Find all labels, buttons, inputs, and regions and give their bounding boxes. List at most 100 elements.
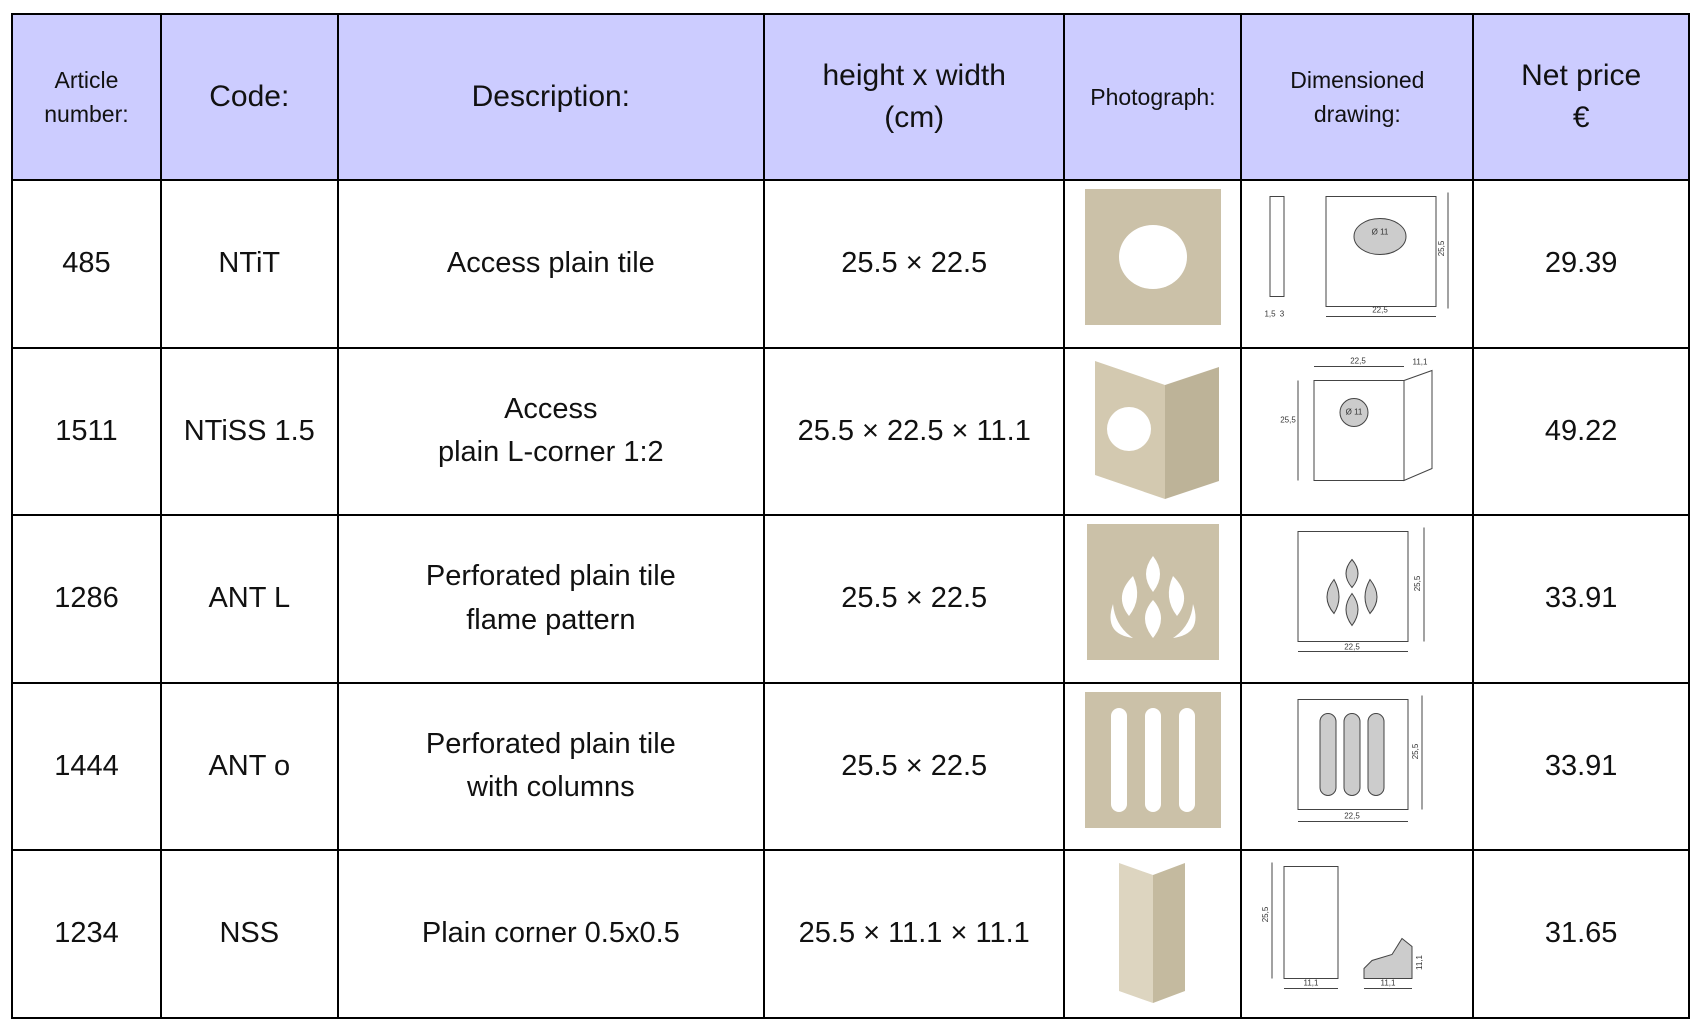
photograph: [1084, 189, 1221, 325]
dimension-label: 25,5: [1413, 575, 1422, 591]
photograph: [1094, 360, 1219, 499]
drawing-cell: 25,5 22,5: [1240, 514, 1475, 684]
perforation: [1144, 707, 1161, 812]
drawing-cell: 25,5 22,5: [1240, 681, 1475, 851]
table-body: 485 NTiT Access plain tile 25.5 × 22.5 Ø 11 2…: [11, 179, 1690, 1019]
header-cell: height x width (cm): [762, 13, 1066, 181]
dimension-label: 22,5: [1351, 356, 1367, 365]
net-price: 33.91: [1472, 681, 1690, 851]
article-number: 1511: [11, 346, 162, 516]
price-table: Article number: Code: Description: heigh…: [11, 13, 1690, 1019]
article-number: 485: [11, 179, 162, 349]
article-number: 1286: [11, 514, 162, 684]
perforation: [1345, 558, 1359, 589]
dimension-label: 25,5: [1411, 743, 1420, 759]
size: 25.5 × 11.1 × 11.1: [762, 849, 1066, 1019]
dimensioned-drawing: 25,5 22,5: [1297, 527, 1425, 652]
code: NTiSS 1.5: [159, 346, 339, 516]
code: NTiT: [159, 179, 339, 349]
perforation: [1364, 578, 1378, 615]
header-row: Article number: Code: Description: heigh…: [11, 13, 1690, 181]
article-number: 1234: [11, 849, 162, 1019]
perforation: [1343, 712, 1361, 796]
dimension-label: 22,5: [1345, 811, 1361, 820]
net-price: 31.65: [1472, 849, 1690, 1019]
hole: [1353, 218, 1407, 255]
perforation: [1110, 707, 1127, 812]
table-row: 485 NTiT Access plain tile 25.5 × 22.5 Ø 11 2…: [11, 179, 1690, 349]
dimensioned-drawing: 22,5 11,1 25,5 Ø 11: [1281, 356, 1433, 481]
net-price: 49.22: [1472, 346, 1690, 516]
dimension-label: 11,1: [1381, 979, 1397, 988]
drawing-cell: 22,5 11,1 25,5 Ø 11: [1240, 346, 1475, 516]
perforation: [1144, 600, 1161, 638]
outline: [1297, 698, 1409, 810]
photograph: [1086, 524, 1219, 660]
table-row: 1511 NTiSS 1.5 Access plain L-corner 1:2 25…: [11, 346, 1690, 516]
hole: [1118, 225, 1187, 289]
dimension-label: 3: [1280, 310, 1285, 319]
header-cell: Photograph:: [1063, 13, 1243, 181]
header-cell: Article number:: [11, 13, 162, 181]
header-text: Article number:: [44, 66, 129, 128]
perforation: [1319, 712, 1337, 796]
perforation: [1345, 592, 1359, 627]
dimensioned-drawing: Ø 11 25,5 22,5 1,5 3: [1265, 192, 1449, 319]
photograph-cell: [1063, 849, 1243, 1019]
dimension-label: 25,5: [1281, 415, 1297, 424]
dimension-label: 11,1: [1413, 357, 1429, 366]
header-cell: Description:: [336, 13, 765, 181]
perforation: [1121, 576, 1138, 616]
size: 25.5 × 22.5 × 11.1: [762, 346, 1066, 516]
description: Perforated plain tile flame pattern: [336, 514, 765, 684]
photograph-cell: [1063, 681, 1243, 851]
outline: [1403, 369, 1433, 481]
perforation: [1367, 712, 1385, 796]
dimension-label: 25,5: [1437, 240, 1446, 256]
drawing-cell: 25,5 11,1 11,1 11,1: [1240, 849, 1475, 1019]
dimensioned-drawing: 25,5 22,5: [1297, 695, 1423, 822]
dimensioned-drawing: 25,5 11,1 11,1 11,1: [1261, 862, 1424, 989]
size: 25.5 × 22.5: [762, 514, 1066, 684]
header-cell: Code:: [159, 13, 339, 181]
perforation: [1178, 707, 1195, 812]
outline: [1269, 196, 1285, 297]
table-row: 1286 ANT L Perforated plain tile flame pat…: [11, 514, 1690, 684]
hole: [1339, 397, 1369, 427]
header-cell: Dimensioned drawing:: [1240, 13, 1475, 181]
description: Perforated plain tile with columns: [336, 681, 765, 851]
description: Access plain tile: [336, 179, 765, 349]
size: 25.5 × 22.5: [762, 179, 1066, 349]
dimension-label: Ø 11: [1346, 407, 1363, 416]
photograph: [1084, 691, 1221, 828]
size: 25.5 × 22.5: [762, 681, 1066, 851]
dimension-label: 1,5: [1265, 310, 1277, 319]
corner-side: [1118, 863, 1153, 1003]
hole: [1106, 406, 1151, 451]
table-row: 1444 ANT o Perforated plain tile with colu…: [11, 681, 1690, 851]
dimension-label: 11,1: [1415, 954, 1424, 970]
outline: [1325, 196, 1437, 307]
outline: [1313, 379, 1405, 481]
net-price: 33.91: [1472, 514, 1690, 684]
dimension-label: 11,1: [1304, 979, 1320, 988]
dimension-label: 22,5: [1373, 306, 1389, 315]
perforation: [1172, 604, 1196, 638]
description: Access plain L-corner 1:2: [336, 346, 765, 516]
description: Plain corner 0.5x0.5: [336, 849, 765, 1019]
perforation: [1145, 556, 1160, 592]
dimension-label: 22,5: [1345, 643, 1361, 652]
outline: [1297, 531, 1409, 642]
photograph-cell: [1063, 179, 1243, 349]
header-cell: Net price €: [1472, 13, 1690, 181]
outline: [1283, 866, 1339, 979]
perforation: [1326, 578, 1340, 615]
photograph: [1118, 863, 1185, 1003]
photograph-cell: [1063, 514, 1243, 684]
code: NSS: [159, 849, 339, 1019]
dimension-label: 25,5: [1261, 906, 1270, 922]
photograph-cell: [1063, 346, 1243, 516]
tile-side: [1164, 366, 1219, 499]
profile: [1363, 937, 1413, 979]
